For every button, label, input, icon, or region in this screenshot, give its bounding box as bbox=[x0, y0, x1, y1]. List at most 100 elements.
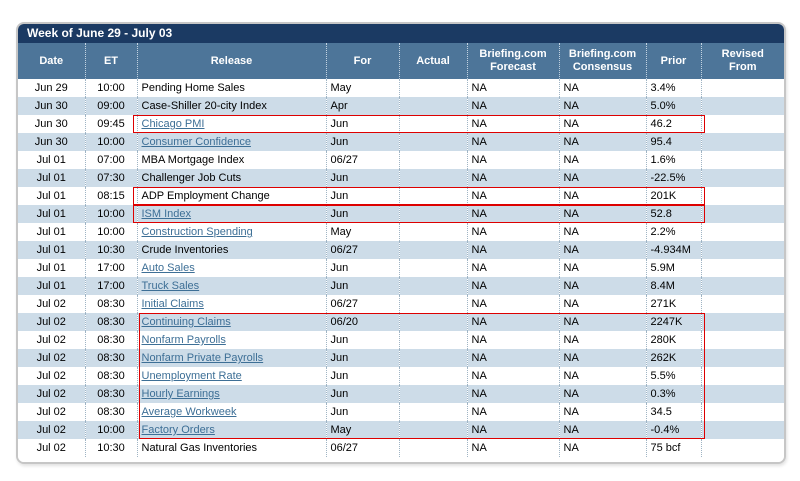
cell-release: Pending Home Sales bbox=[137, 79, 327, 97]
cell-for: Jun bbox=[326, 277, 400, 295]
cell-consensus: NA bbox=[559, 79, 647, 97]
column-header-briefing-consensus: Briefing.com Consensus bbox=[559, 43, 647, 79]
release-link[interactable]: Hourly Earnings bbox=[141, 388, 220, 400]
cell-release: Continuing Claims bbox=[137, 313, 327, 331]
cell-forecast: NA bbox=[467, 205, 560, 223]
cell-prior: 271K bbox=[646, 295, 702, 313]
column-header-for: For bbox=[326, 43, 400, 79]
cell-revised bbox=[701, 385, 784, 403]
release-link[interactable]: ISM Index bbox=[141, 208, 192, 220]
table-row: Jul 02 08:30 Continuing Claims 06/20 NA NA 224… bbox=[18, 313, 784, 331]
cell-et: 10:00 bbox=[85, 421, 138, 439]
cell-release: ISM Index bbox=[137, 205, 327, 223]
cell-consensus: NA bbox=[559, 97, 647, 115]
cell-date: Jul 01 bbox=[18, 259, 86, 277]
cell-forecast: NA bbox=[467, 223, 560, 241]
cell-forecast: NA bbox=[467, 349, 560, 367]
release-link[interactable]: Truck Sales bbox=[141, 280, 200, 292]
cell-revised bbox=[701, 403, 784, 421]
table-row: Jul 01 10:00 ISM Index Jun NA NA 52.8 bbox=[18, 205, 784, 223]
cell-for: 06/27 bbox=[326, 439, 400, 457]
release-link[interactable]: Nonfarm Payrolls bbox=[141, 334, 226, 346]
cell-release: Consumer Confidence bbox=[137, 133, 327, 151]
release-link[interactable]: Initial Claims bbox=[141, 298, 204, 310]
cell-prior: -22.5% bbox=[646, 169, 702, 187]
cell-date: Jul 02 bbox=[18, 403, 86, 421]
cell-for: Jun bbox=[326, 115, 400, 133]
economic-calendar-table: Date ET Release For Actual Briefing.com … bbox=[18, 43, 784, 457]
table-row: Jul 01 10:00 Construction Spending May NA NA 2… bbox=[18, 223, 784, 241]
table-row: Jun 30 09:45 Chicago PMI Jun NA NA 46.2 bbox=[18, 115, 784, 133]
cell-consensus: NA bbox=[559, 151, 647, 169]
cell-revised bbox=[701, 169, 784, 187]
release-link[interactable]: Construction Spending bbox=[141, 226, 253, 238]
cell-for: 06/27 bbox=[326, 295, 400, 313]
cell-consensus: NA bbox=[559, 421, 647, 439]
cell-date: Jun 30 bbox=[18, 133, 86, 151]
release-link[interactable]: Consumer Confidence bbox=[141, 136, 251, 148]
cell-for: 06/20 bbox=[326, 313, 400, 331]
cell-prior: 1.6% bbox=[646, 151, 702, 169]
table-row: Jul 02 10:30 Natural Gas Inventories 06/27 N… bbox=[18, 439, 784, 457]
cell-actual bbox=[399, 241, 468, 259]
cell-date: Jul 01 bbox=[18, 187, 86, 205]
table-row: Jun 30 09:00 Case-Shiller 20-city Index Apr… bbox=[18, 97, 784, 115]
cell-for: May bbox=[326, 223, 400, 241]
cell-forecast: NA bbox=[467, 421, 560, 439]
cell-forecast: NA bbox=[467, 241, 560, 259]
cell-et: 10:30 bbox=[85, 241, 138, 259]
cell-prior: 75 bcf bbox=[646, 439, 702, 457]
cell-prior: 262K bbox=[646, 349, 702, 367]
cell-for: Jun bbox=[326, 331, 400, 349]
cell-revised bbox=[701, 151, 784, 169]
cell-revised bbox=[701, 205, 784, 223]
column-header-prior: Prior bbox=[646, 43, 702, 79]
cell-et: 17:00 bbox=[85, 277, 138, 295]
cell-et: 08:30 bbox=[85, 367, 138, 385]
cell-prior: 5.9M bbox=[646, 259, 702, 277]
cell-forecast: NA bbox=[467, 385, 560, 403]
cell-actual bbox=[399, 295, 468, 313]
cell-forecast: NA bbox=[467, 367, 560, 385]
cell-consensus: NA bbox=[559, 349, 647, 367]
cell-revised bbox=[701, 79, 784, 97]
column-header-actual: Actual bbox=[399, 43, 468, 79]
cell-release: Truck Sales bbox=[137, 277, 327, 295]
cell-actual bbox=[399, 313, 468, 331]
cell-date: Jul 01 bbox=[18, 205, 86, 223]
cell-prior: 0.3% bbox=[646, 385, 702, 403]
cell-revised bbox=[701, 187, 784, 205]
cell-for: 06/27 bbox=[326, 151, 400, 169]
cell-actual bbox=[399, 97, 468, 115]
table-row: Jun 29 10:00 Pending Home Sales May NA NA 3.4% bbox=[18, 79, 784, 97]
cell-date: Jul 01 bbox=[18, 169, 86, 187]
cell-revised bbox=[701, 259, 784, 277]
calendar-panel: Week of June 29 - July 03 Date ET Releas… bbox=[16, 22, 786, 464]
table-row: Jul 02 08:30 Hourly Earnings Jun NA NA 0.3% bbox=[18, 385, 784, 403]
cell-revised bbox=[701, 421, 784, 439]
cell-consensus: NA bbox=[559, 295, 647, 313]
release-link[interactable]: Average Workweek bbox=[141, 406, 237, 418]
cell-consensus: NA bbox=[559, 115, 647, 133]
release-link[interactable]: Chicago PMI bbox=[141, 118, 205, 130]
cell-actual bbox=[399, 151, 468, 169]
table-row: Jul 01 07:00 MBA Mortgage Index 06/27 NA NA 1.… bbox=[18, 151, 784, 169]
cell-et: 08:30 bbox=[85, 295, 138, 313]
cell-consensus: NA bbox=[559, 277, 647, 295]
table-body: Jun 29 10:00 Pending Home Sales May NA NA 3.4%… bbox=[18, 79, 784, 457]
release-link[interactable]: Auto Sales bbox=[141, 262, 195, 274]
release-link[interactable]: Factory Orders bbox=[141, 424, 215, 436]
cell-actual bbox=[399, 439, 468, 457]
column-header-revised-from: Revised From bbox=[701, 43, 784, 79]
cell-prior: 3.4% bbox=[646, 79, 702, 97]
release-link[interactable]: Continuing Claims bbox=[141, 316, 231, 328]
cell-for: Jun bbox=[326, 367, 400, 385]
cell-prior: 95.4 bbox=[646, 133, 702, 151]
cell-date: Jul 02 bbox=[18, 349, 86, 367]
table-row: Jul 02 08:30 Unemployment Rate Jun NA NA 5.5% bbox=[18, 367, 784, 385]
table-row: Jul 01 07:30 Challenger Job Cuts Jun NA NA -22… bbox=[18, 169, 784, 187]
cell-date: Jul 01 bbox=[18, 277, 86, 295]
cell-release: Auto Sales bbox=[137, 259, 327, 277]
release-link[interactable]: Nonfarm Private Payrolls bbox=[141, 352, 264, 364]
release-link[interactable]: Unemployment Rate bbox=[141, 370, 242, 382]
